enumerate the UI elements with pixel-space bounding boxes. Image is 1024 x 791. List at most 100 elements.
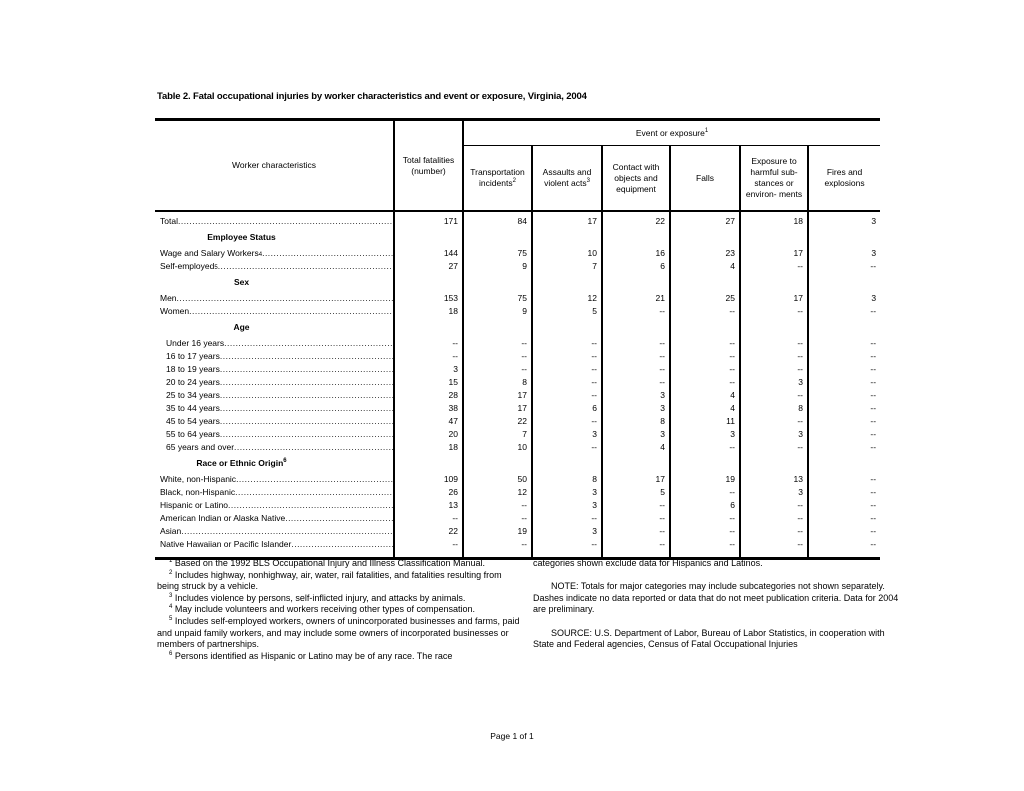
- table-row: 16 to 17 years--------------: [155, 350, 881, 363]
- value-cell: 3: [531, 525, 602, 538]
- footnote-ref: 1: [704, 127, 709, 134]
- value-cell: 3: [601, 428, 670, 441]
- value-cell: --: [806, 499, 881, 512]
- value-cell: --: [462, 538, 532, 559]
- dot-leader: [285, 512, 393, 525]
- value-cell: --: [601, 538, 670, 559]
- row-label-women: Women: [155, 305, 394, 318]
- value-cell: 18: [393, 441, 463, 454]
- empty-cell: [601, 273, 670, 292]
- value-cell: 6: [601, 260, 670, 273]
- value-cell: 17: [531, 211, 602, 228]
- value-cell: --: [601, 337, 670, 350]
- empty-cell: [806, 318, 881, 337]
- row-label-wage-and-salary-workers: Wage and Salary Workers 4: [155, 247, 394, 260]
- value-cell: --: [739, 499, 808, 512]
- value-cell: 8: [601, 415, 670, 428]
- row-label-self-employed: Self-employed 5: [155, 260, 394, 273]
- table-row: 18 to 19 years3------------: [155, 363, 881, 376]
- empty-cell: [669, 273, 740, 292]
- value-cell: 20: [393, 428, 463, 441]
- value-cell: --: [531, 441, 602, 454]
- row-label-16-to-17-years: 16 to 17 years: [155, 350, 394, 363]
- value-cell: 22: [393, 525, 463, 538]
- column-header-worker-characteristics: Worker characteristics: [155, 119, 394, 212]
- value-cell: --: [601, 525, 670, 538]
- value-cell: 3: [531, 486, 602, 499]
- value-cell: 75: [462, 292, 532, 305]
- table-row: Self-employed5279764----: [155, 260, 881, 273]
- footnote-number: 4: [169, 604, 173, 611]
- header-row-group: Worker characteristics Total fatalities …: [155, 119, 881, 212]
- section-header-label: Sex: [233, 277, 250, 287]
- value-cell: --: [806, 473, 881, 486]
- value-cell: 19: [462, 525, 532, 538]
- footnote-2: 2 Includes highway, nonhighway, air, wat…: [157, 569, 502, 592]
- value-cell: --: [739, 538, 808, 559]
- value-cell: --: [531, 415, 602, 428]
- empty-cell: [531, 318, 602, 337]
- section-header-race-or-ethnic-origin: Race or Ethnic Origin6: [155, 454, 394, 473]
- page-number: Page 1 of 1: [490, 731, 534, 741]
- table-row: 55 to 64 years2073333--: [155, 428, 881, 441]
- value-cell: 25: [669, 292, 740, 305]
- dot-leader: [220, 350, 393, 363]
- dot-leader: [262, 247, 393, 260]
- column-header-total-fatalities: Total fatalities (number): [393, 119, 463, 212]
- column-header-assaults-and-violent-acts: Assaults and violent acts3: [531, 145, 602, 212]
- column-header-fires-and-explosions: Fires and explosions: [806, 145, 881, 212]
- empty-cell: [393, 318, 463, 337]
- value-cell: --: [669, 305, 740, 318]
- value-cell: 6: [531, 402, 602, 415]
- section-header-row: Race or Ethnic Origin6: [155, 454, 881, 473]
- value-cell: --: [669, 486, 740, 499]
- footnote-3: 3 Includes violence by persons, self-inf…: [169, 592, 466, 603]
- row-label-text: 45 to 54 years: [166, 416, 220, 426]
- value-cell: 3: [669, 428, 740, 441]
- value-cell: 5: [601, 486, 670, 499]
- value-cell: 3: [806, 292, 881, 305]
- empty-cell: [669, 318, 740, 337]
- value-cell: --: [601, 499, 670, 512]
- empty-cell: [739, 228, 808, 247]
- value-cell: 13: [393, 499, 463, 512]
- dot-leader: [220, 363, 393, 376]
- value-cell: --: [669, 525, 740, 538]
- column-header-label: Transportation incidents: [470, 167, 525, 188]
- empty-cell: [531, 228, 602, 247]
- value-cell: --: [806, 389, 881, 402]
- value-cell: 3: [806, 247, 881, 260]
- section-header-sex: Sex: [155, 273, 394, 292]
- value-cell: --: [462, 350, 532, 363]
- footnote-number: 2: [169, 569, 173, 576]
- value-cell: --: [806, 512, 881, 525]
- empty-cell: [806, 228, 881, 247]
- source-note: SOURCE: U.S. Department of Labor, Bureau…: [533, 627, 885, 650]
- value-cell: --: [806, 305, 881, 318]
- dot-leader: [177, 292, 393, 305]
- empty-cell: [462, 228, 532, 247]
- value-cell: 3: [739, 376, 808, 389]
- row-label-text: Asian: [160, 526, 182, 536]
- value-cell: --: [739, 363, 808, 376]
- row-label-text: Self-employed: [160, 261, 215, 271]
- empty-cell: [393, 228, 463, 247]
- row-label-35-to-44-years: 35 to 44 years: [155, 402, 394, 415]
- value-cell: --: [806, 525, 881, 538]
- value-cell: --: [739, 525, 808, 538]
- row-label-text: White, non-Hispanic: [160, 474, 237, 484]
- value-cell: --: [669, 376, 740, 389]
- value-cell: 50: [462, 473, 532, 486]
- value-cell: --: [601, 305, 670, 318]
- value-cell: 4: [669, 389, 740, 402]
- value-cell: 17: [462, 389, 532, 402]
- value-cell: --: [531, 389, 602, 402]
- value-cell: --: [531, 376, 602, 389]
- empty-cell: [601, 454, 670, 473]
- value-cell: --: [462, 337, 532, 350]
- value-cell: --: [462, 363, 532, 376]
- value-cell: 21: [601, 292, 670, 305]
- empty-cell: [462, 454, 532, 473]
